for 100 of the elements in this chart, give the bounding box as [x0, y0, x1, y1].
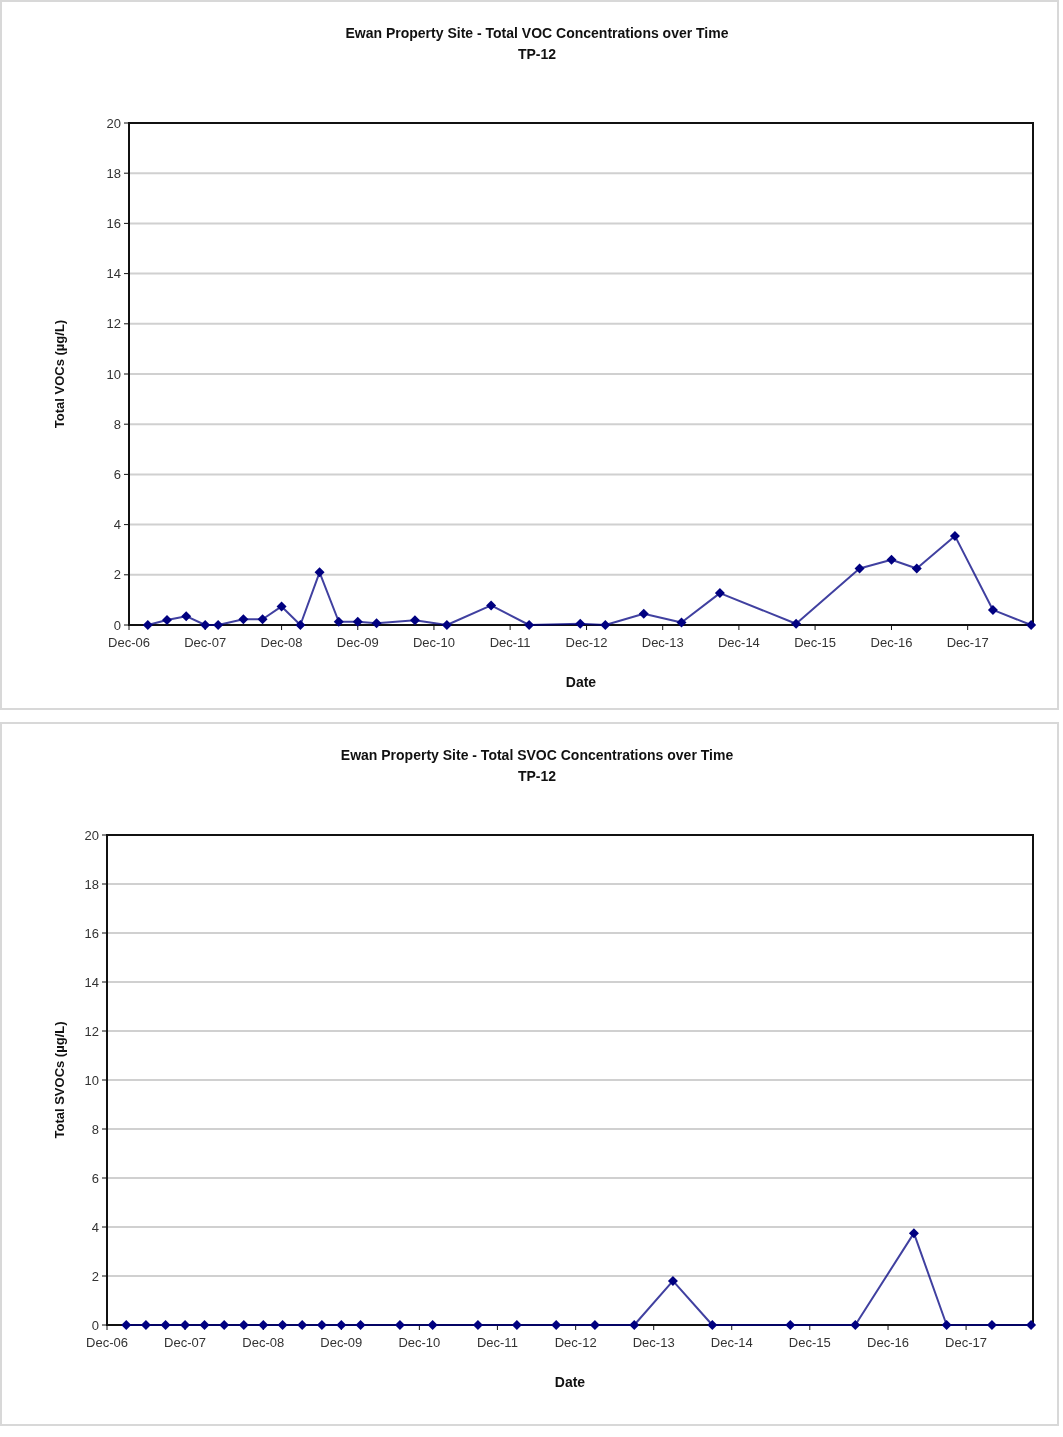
x-tick-label: Dec-11 — [489, 635, 531, 650]
x-tick-label: Dec-08 — [242, 1335, 285, 1350]
x-tick-label: Dec-16 — [870, 635, 913, 650]
x-tick-label: Dec-13 — [641, 635, 684, 650]
point — [987, 604, 998, 615]
point — [427, 1320, 438, 1330]
x-tick-label: Dec-13 — [632, 1335, 675, 1350]
point — [589, 1320, 600, 1330]
point — [314, 567, 325, 578]
y-tick-label: 20 — [84, 827, 99, 843]
y-tick-label: 6 — [113, 466, 121, 482]
point — [941, 1320, 952, 1330]
x-tick-label: Dec-11 — [476, 1335, 518, 1350]
point — [707, 1320, 718, 1330]
point — [486, 600, 497, 611]
y-tick-label: 12 — [84, 1023, 99, 1039]
y-tick-label: 6 — [91, 1170, 99, 1186]
x-tick-label: Dec-14 — [710, 1335, 753, 1350]
y-tick-label: 4 — [91, 1219, 99, 1235]
point — [409, 615, 420, 626]
y-tick-label: 20 — [106, 115, 121, 131]
point — [336, 1320, 347, 1330]
x-tick-label: Dec-17 — [945, 1335, 988, 1350]
x-tick-label: Dec-14 — [717, 635, 760, 650]
point — [213, 620, 224, 630]
chart-subtitle: TP-12 — [517, 46, 557, 62]
y-axis-title: Total SVOCs (µg/L) — [52, 1021, 67, 1139]
point — [850, 1320, 861, 1330]
point — [295, 620, 306, 630]
x-tick-label: Dec-15 — [788, 1335, 831, 1350]
point — [714, 588, 725, 599]
x-tick-label: Dec-09 — [320, 1335, 363, 1350]
y-tick-label: 8 — [113, 416, 121, 432]
y-tick-label: 18 — [84, 876, 99, 892]
point — [441, 620, 452, 630]
y-tick-label: 0 — [113, 617, 121, 633]
y-tick-label: 8 — [91, 1121, 99, 1137]
point — [160, 1320, 171, 1330]
y-tick-label: 10 — [106, 366, 121, 382]
chart-subtitle: TP-12 — [517, 768, 557, 784]
point — [600, 620, 611, 630]
point — [180, 1320, 191, 1330]
point — [638, 608, 649, 619]
x-tick-label: Dec-17 — [946, 635, 989, 650]
x-tick-label: Dec-08 — [260, 635, 303, 650]
y-tick-label: 0 — [91, 1317, 99, 1333]
point — [200, 620, 211, 630]
x-tick-label: Dec-10 — [398, 1335, 441, 1350]
chart-title: Ewan Property Site - Total VOC Concentrations over Time — [345, 25, 729, 41]
point — [219, 1320, 230, 1330]
point — [511, 1320, 522, 1330]
x-tick-label: Dec-16 — [867, 1335, 909, 1350]
x-tick-label: Dec-06 — [108, 635, 150, 650]
point — [911, 563, 922, 574]
point — [297, 1320, 308, 1330]
x-axis-title: Date — [565, 674, 597, 690]
y-tick-label: 2 — [91, 1268, 99, 1284]
x-tick-label: Dec-07 — [164, 1335, 206, 1350]
point — [352, 616, 363, 627]
x-tick-label: Dec-10 — [412, 635, 455, 650]
point — [1026, 1320, 1037, 1330]
x-tick-label: Dec-12 — [565, 635, 608, 650]
point — [629, 1320, 640, 1330]
point — [949, 530, 960, 541]
chart-title: Ewan Property Site - Total SVOC Concentrations over Time — [340, 747, 734, 763]
point — [371, 618, 382, 629]
point — [238, 1320, 249, 1330]
point — [785, 1320, 796, 1330]
point — [986, 1320, 997, 1330]
y-tick-label: 18 — [106, 165, 121, 181]
x-tick-label: Dec-12 — [554, 1335, 597, 1350]
point — [142, 620, 153, 630]
point — [791, 618, 802, 629]
point — [524, 620, 535, 630]
x-tick-label: Dec-07 — [184, 635, 227, 650]
y-tick-label: 14 — [84, 974, 99, 990]
point — [316, 1320, 327, 1330]
x-tick-label: Dec-06 — [86, 1335, 128, 1350]
y-tick-label: 10 — [84, 1072, 99, 1088]
point — [676, 617, 687, 628]
point — [199, 1320, 210, 1330]
y-tick-label: 4 — [113, 517, 121, 533]
point — [551, 1320, 562, 1330]
point — [394, 1320, 405, 1330]
point — [886, 554, 897, 565]
y-tick-label: 14 — [106, 266, 121, 282]
point — [667, 1275, 678, 1286]
point — [277, 1320, 288, 1330]
y-tick-label: 2 — [113, 567, 121, 583]
x-tick-label: Dec-09 — [336, 635, 379, 650]
point — [161, 614, 172, 625]
point — [908, 1228, 919, 1239]
point — [140, 1320, 151, 1330]
point — [257, 614, 268, 625]
point — [1026, 620, 1037, 630]
point — [121, 1320, 132, 1330]
point — [181, 611, 192, 622]
point — [575, 618, 586, 629]
y-axis-title: Total VOCs (µg/L) — [52, 319, 67, 429]
x-axis-title: Date — [554, 1374, 586, 1390]
